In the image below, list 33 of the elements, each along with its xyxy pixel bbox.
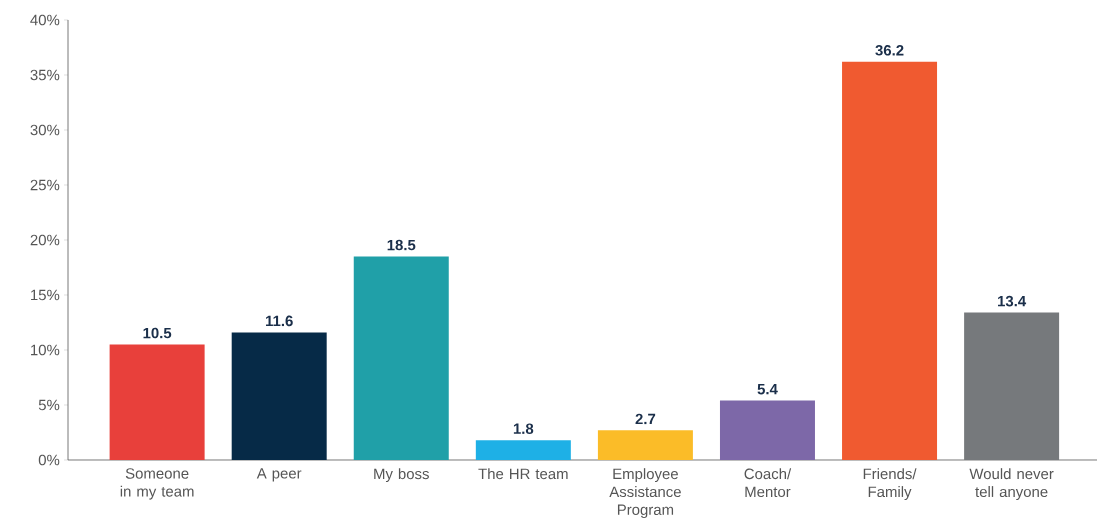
y-tick-label: 35% bbox=[30, 69, 60, 81]
y-tick-label: 20% bbox=[30, 234, 60, 246]
x-tick-label: Would never tell anyone bbox=[969, 468, 1054, 501]
data-label: 10.5 bbox=[143, 327, 172, 339]
x-tick-label: Employee Assistance Program bbox=[609, 468, 681, 518]
bar bbox=[475, 440, 571, 460]
bar bbox=[719, 400, 815, 460]
bar bbox=[109, 344, 205, 460]
x-tick-label: The HR team bbox=[478, 468, 568, 480]
data-label: 5.4 bbox=[757, 383, 778, 395]
data-label: 2.7 bbox=[635, 413, 656, 425]
y-tick-label: 15% bbox=[31, 289, 60, 301]
data-label: 13.4 bbox=[998, 295, 1027, 307]
bar bbox=[353, 256, 449, 460]
bar bbox=[597, 430, 693, 460]
y-tick-label: 25% bbox=[30, 179, 60, 191]
bar bbox=[231, 332, 327, 460]
data-label: 18.5 bbox=[387, 239, 416, 251]
x-tick-label: Coach/ Mentor bbox=[744, 468, 792, 498]
y-tick-label: 10% bbox=[31, 344, 60, 356]
y-tick-label: 40% bbox=[30, 14, 60, 26]
bar bbox=[842, 61, 938, 460]
y-tick-label: 5% bbox=[38, 399, 60, 411]
data-label: 36.2 bbox=[875, 45, 904, 56]
x-tick-label: Friends/ Family bbox=[863, 468, 917, 501]
x-tick-label: A peer bbox=[256, 468, 302, 482]
data-label: 1.8 bbox=[513, 423, 534, 434]
y-tick-label: 30% bbox=[30, 124, 60, 136]
data-label: 11.6 bbox=[266, 315, 293, 327]
bar bbox=[964, 312, 1060, 460]
x-tick-label: My boss bbox=[374, 468, 429, 483]
y-tick-label: 0% bbox=[38, 454, 60, 466]
x-tick-label: Someone in my team bbox=[120, 468, 194, 500]
